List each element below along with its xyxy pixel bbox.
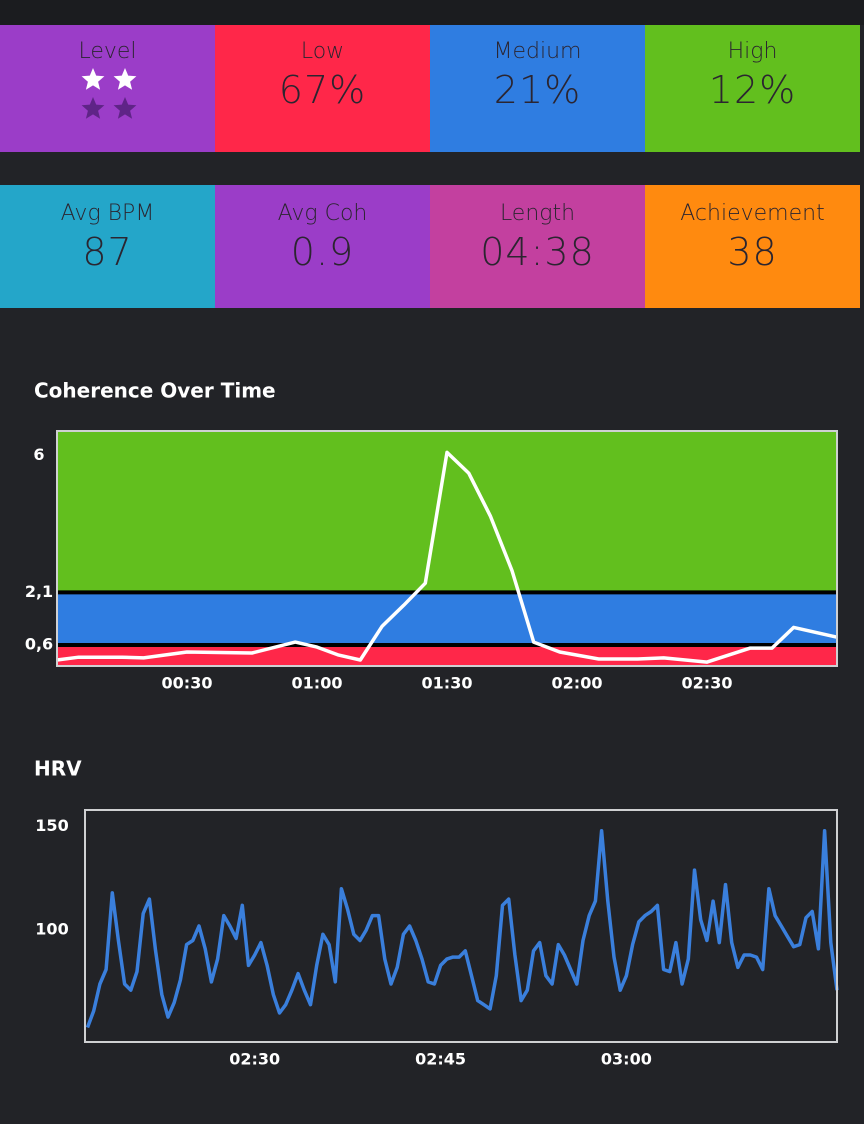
- stat-label: Low: [300, 39, 345, 64]
- stat-tile: Length 04:38: [430, 185, 645, 308]
- stat-label: Achievement: [680, 201, 825, 226]
- stat-tile: Low 67%: [215, 25, 430, 152]
- zone-band: [57, 644, 837, 666]
- data-line: [56, 450, 838, 664]
- x-tick-label: 02:00: [552, 674, 603, 693]
- stat-tile: Avg Coh 0.9: [215, 185, 430, 308]
- stat-label: High: [727, 39, 778, 64]
- stat-value: 04:38: [480, 230, 595, 274]
- x-tick-label: 01:30: [422, 674, 473, 693]
- y-tick-label: 0,6: [25, 634, 53, 653]
- x-tick-label: 02:45: [415, 1050, 466, 1069]
- stat-tile: High 12%: [645, 25, 860, 152]
- plot-frame: [56, 430, 838, 667]
- stat-value: 38: [727, 230, 778, 274]
- x-tick-label: 03:00: [601, 1050, 652, 1069]
- y-tick-label: 100: [35, 920, 68, 939]
- stat-value: 12%: [708, 68, 797, 112]
- stat-label: Level: [78, 39, 137, 64]
- star: [81, 97, 104, 119]
- y-tick-label: 2,1: [25, 582, 53, 601]
- star: [81, 68, 104, 90]
- stat-tile: Avg BPM 87: [0, 185, 215, 308]
- stat-value: 87: [82, 230, 133, 274]
- x-tick-label: 00:30: [162, 674, 213, 693]
- chart-title: HRV: [34, 757, 82, 781]
- star: [113, 68, 136, 90]
- stat-label: Length: [499, 201, 576, 226]
- stat-tile: Level: [0, 25, 215, 152]
- plot-frame: [84, 809, 838, 1043]
- stat-label: Medium: [493, 39, 582, 64]
- stat-value: 21%: [493, 68, 582, 112]
- data-line: [85, 828, 839, 1029]
- stat-label: Avg BPM: [60, 201, 155, 226]
- stat-tile: Medium 21%: [430, 25, 645, 152]
- stat-value: 0.9: [290, 230, 355, 274]
- x-tick-label: 02:30: [229, 1050, 280, 1069]
- stat-tile: Achievement 38: [645, 185, 860, 308]
- x-tick-label: 01:00: [292, 674, 343, 693]
- y-tick-label: 6: [33, 445, 44, 464]
- status-strip: [0, 0, 864, 25]
- chart-title: Coherence Over Time: [34, 379, 276, 403]
- stat-value: 67%: [278, 68, 367, 112]
- star: [113, 97, 136, 119]
- y-tick-label: 150: [35, 816, 68, 835]
- zone-band: [57, 592, 837, 645]
- level-stars: [81, 68, 136, 119]
- x-tick-label: 02:30: [682, 674, 733, 693]
- stat-label: Avg Coh: [277, 201, 368, 226]
